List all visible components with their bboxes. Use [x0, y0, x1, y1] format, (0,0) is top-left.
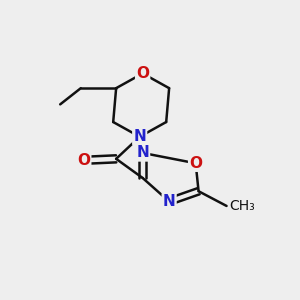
Text: N: N [136, 146, 149, 160]
Text: CH₃: CH₃ [230, 199, 255, 213]
Text: O: O [189, 156, 202, 171]
Text: O: O [136, 66, 149, 81]
Text: O: O [77, 153, 90, 168]
Text: N: N [133, 129, 146, 144]
Text: N: N [163, 194, 175, 209]
